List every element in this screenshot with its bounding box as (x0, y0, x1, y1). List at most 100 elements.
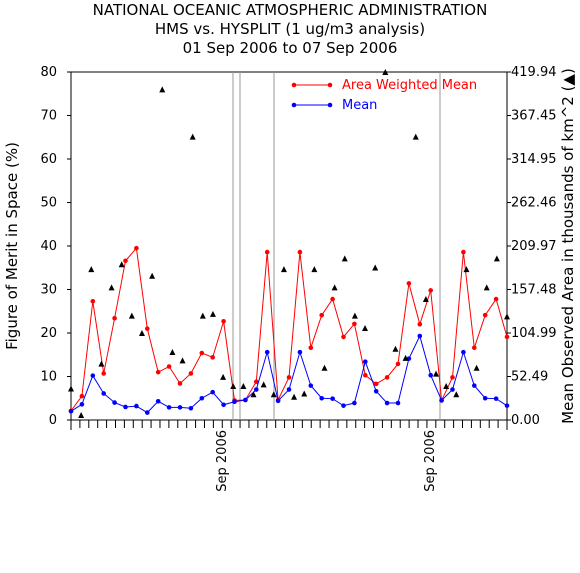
axes: 0 10 20 30 40 50 60 70 80 0.00 52.49 104.99 157.48 20… (3, 65, 577, 492)
mean-point (428, 372, 434, 378)
observed-area-marker (382, 68, 389, 75)
mean-point (308, 383, 314, 388)
mean-point (79, 402, 85, 407)
area-weighted-mean-point (210, 355, 215, 360)
mean-point (232, 399, 237, 405)
observed-area-marker (260, 381, 267, 388)
area-weighted-mean-point (428, 288, 434, 293)
mean-point (482, 395, 488, 401)
observed-area-marker (321, 364, 328, 371)
y-left-tick-label: 0 (49, 413, 57, 428)
observed-area-marker (68, 385, 74, 392)
observed-area-marker (169, 349, 176, 356)
observed-area-marker (351, 312, 358, 319)
observed-area-marker (402, 354, 409, 361)
y-left-tick-label: 30 (40, 283, 57, 298)
observed-area-marker (138, 329, 145, 336)
mean-point (177, 405, 183, 410)
observed-area-marker (240, 383, 247, 390)
observed-area-marker (443, 383, 450, 390)
mean-point (286, 387, 292, 392)
chart-title-line: NATIONAL OCEANIC ATMOSPHERIC ADMINISTRAT… (93, 1, 488, 19)
observed-area-marker (453, 391, 460, 398)
observed-area-marker (412, 133, 419, 140)
observed-area-marker (331, 284, 338, 291)
observed-area-marker (372, 264, 379, 271)
area-weighted-mean-point (177, 381, 183, 386)
mean-point (395, 400, 401, 406)
area-weighted-mean-point (472, 345, 477, 351)
area-weighted-mean-point (319, 312, 325, 318)
y-left-axis-label: Figure of Merit in Space (%) (3, 142, 21, 350)
area-weighted-mean-point (493, 296, 499, 302)
mean-point (297, 349, 303, 355)
mean-point (221, 402, 226, 408)
mean-point (101, 391, 106, 396)
y-left-tick-label: 10 (40, 370, 57, 385)
mean-point (199, 395, 205, 401)
area-weighted-mean-point (504, 334, 510, 340)
legend-marker (291, 102, 297, 108)
mean-point (450, 387, 455, 392)
mean-point (472, 383, 477, 388)
observed-area-marker (199, 312, 206, 319)
legend: Area Weighted Mean Mean (291, 78, 477, 113)
observed-area-marker (301, 390, 308, 397)
x-tick-label: Sep 2006 (215, 430, 230, 492)
area-weighted-mean-point (373, 381, 379, 387)
observed-area-marker (483, 284, 490, 291)
mean-point (461, 349, 466, 355)
area-weighted-mean-point (79, 393, 85, 399)
observed-area-marker (473, 364, 480, 371)
observed-area-marker (250, 391, 257, 398)
area-weighted-mean-point (406, 281, 412, 286)
area-weighted-mean-point (155, 369, 161, 375)
area-weighted-mean-point (297, 249, 303, 255)
y-right-tick-label: 419.94 (511, 65, 557, 80)
observed-area-marker (504, 313, 510, 320)
area-weighted-mean-point (101, 371, 106, 376)
observed-area-marker (463, 266, 470, 273)
area-weighted-mean-point (363, 372, 368, 378)
observed-area-marker (118, 261, 125, 268)
mean-point (188, 405, 194, 411)
separators (232, 72, 441, 420)
observed-area-marker (78, 412, 85, 419)
y-left-tick-label: 50 (40, 196, 57, 211)
y-right-tick-label: 262.46 (511, 196, 557, 211)
area-weighted-mean-point (166, 364, 172, 369)
mean-point (112, 400, 117, 405)
series-mean (68, 333, 510, 415)
legend-label: Mean (342, 98, 377, 113)
y-left-tick-label: 40 (40, 239, 57, 254)
area-weighted-mean-point (253, 379, 259, 385)
y-left-tick-label: 70 (40, 109, 57, 124)
y-left-tick-label: 60 (40, 152, 57, 167)
y-right-tick-label: 0.00 (511, 413, 540, 428)
observed-area-marker (159, 86, 166, 93)
observed-area-marker (362, 325, 369, 332)
mean-point (210, 389, 215, 395)
area-weighted-mean-point (384, 375, 390, 380)
area-weighted-mean-point (134, 245, 139, 251)
mean-point (243, 397, 248, 403)
mean-point (319, 395, 325, 401)
mean-point (341, 403, 346, 408)
y-right-tick-label: 314.95 (511, 152, 557, 167)
y-right-tick-label: 209.97 (511, 239, 557, 254)
mean-point (352, 400, 357, 406)
observed-area-marker (433, 370, 440, 377)
observed-area-marker (149, 272, 156, 279)
y-right-tick-label: 157.48 (511, 283, 557, 298)
mean-point (253, 387, 259, 392)
mean-point (493, 396, 499, 401)
area-weighted-mean-point (341, 334, 346, 340)
area-weighted-mean-point (330, 296, 335, 302)
observed-area-marker (493, 255, 500, 262)
observed-area-marker (341, 255, 348, 262)
mean-point (275, 398, 281, 404)
mean-point (330, 396, 335, 401)
y-right-axis-label: Mean Observed Area in thousands of km^2 … (559, 68, 577, 424)
observed-area-marker (280, 266, 287, 273)
